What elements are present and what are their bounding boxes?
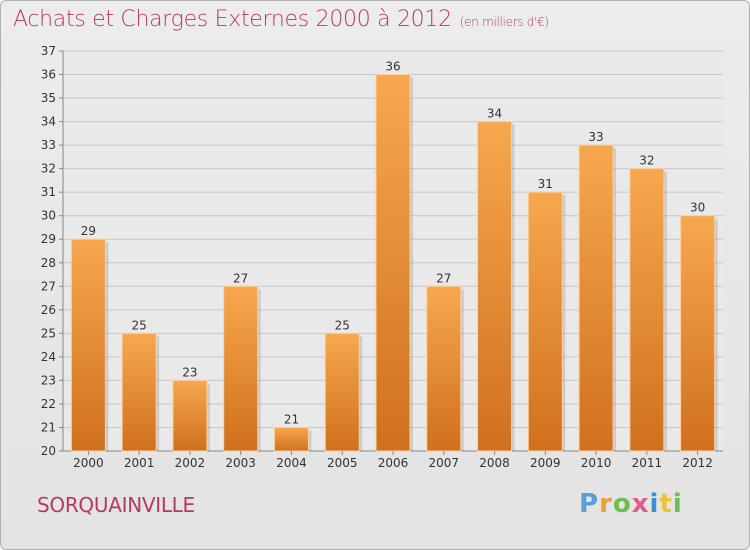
y-tick-label: 26: [41, 303, 56, 317]
y-tick-label: 24: [41, 350, 56, 364]
y-tick-label: 21: [41, 420, 56, 434]
town-name: SORQUAINVILLE: [37, 493, 195, 517]
proxiti-logo: Proxiti: [579, 489, 683, 519]
value-label: 23: [182, 365, 197, 379]
y-tick-label: 32: [41, 162, 56, 176]
bar-2010: [578, 144, 614, 452]
value-label: 25: [132, 318, 147, 332]
y-tick-label: 37: [41, 44, 56, 58]
chart-title-text: Achats et Charges Externes 2000 à 2012: [13, 7, 452, 32]
bar-2009: [527, 191, 563, 452]
x-tick-label: 2004: [276, 456, 307, 470]
logo-letter: P: [579, 489, 600, 519]
chart-title: Achats et Charges Externes 2000 à 2012 (e…: [13, 7, 549, 32]
value-label: 29: [81, 224, 96, 238]
y-tick-label: 23: [41, 373, 56, 387]
y-tick-label: 25: [41, 326, 56, 340]
y-tick-label: 22: [41, 397, 56, 411]
x-tick-label: 2010: [581, 456, 612, 470]
x-tick-label: 2006: [378, 456, 409, 470]
bar-2012: [680, 215, 716, 452]
value-label: 34: [487, 107, 502, 121]
value-label: 25: [335, 318, 350, 332]
value-label: 27: [436, 271, 451, 285]
logo-letter: o: [612, 489, 632, 519]
y-tick-label: 30: [41, 209, 56, 223]
x-tick-label: 2011: [632, 456, 663, 470]
y-tick-label: 27: [41, 279, 56, 293]
bar-2003: [223, 285, 259, 452]
value-label: 31: [538, 177, 553, 191]
logo-letter: i: [649, 489, 660, 519]
logo-letter: i: [672, 489, 683, 519]
bar-2011: [629, 168, 665, 452]
y-tick-label: 36: [41, 68, 56, 82]
y-tick-label: 34: [41, 115, 56, 129]
logo-letter: x: [631, 489, 650, 519]
x-tick-label: 2001: [124, 456, 155, 470]
y-tick-label: 29: [41, 232, 56, 246]
bar-2005: [324, 332, 360, 452]
x-tick-label: 2012: [682, 456, 713, 470]
value-label: 33: [588, 130, 603, 144]
value-label: 36: [385, 60, 400, 74]
bar-2008: [477, 121, 513, 452]
y-tick-label: 28: [41, 256, 56, 270]
x-tick-label: 2007: [428, 456, 459, 470]
x-tick-label: 2009: [530, 456, 561, 470]
x-tick-label: 2005: [327, 456, 358, 470]
bar-2000: [70, 238, 106, 452]
bar-2007: [426, 285, 462, 452]
value-label: 27: [233, 271, 248, 285]
y-tick-label: 31: [41, 185, 56, 199]
y-tick-label: 35: [41, 91, 56, 105]
value-label: 32: [639, 154, 654, 168]
x-tick-label: 2003: [225, 456, 256, 470]
y-tick-label: 20: [41, 444, 56, 458]
y-tick-label: 33: [41, 138, 56, 152]
value-label: 30: [690, 201, 705, 215]
logo-letter: r: [599, 489, 613, 519]
x-tick-label: 2002: [175, 456, 206, 470]
value-label: 21: [284, 412, 299, 426]
bar-2001: [121, 332, 157, 452]
bar-2006: [375, 74, 411, 452]
logo-letter: t: [659, 489, 673, 519]
x-tick-label: 2008: [479, 456, 510, 470]
x-tick-label: 2000: [73, 456, 104, 470]
bar-2002: [172, 379, 208, 452]
bar-2004: [273, 426, 309, 452]
chart-subtitle: (en milliers d'€): [459, 15, 549, 29]
